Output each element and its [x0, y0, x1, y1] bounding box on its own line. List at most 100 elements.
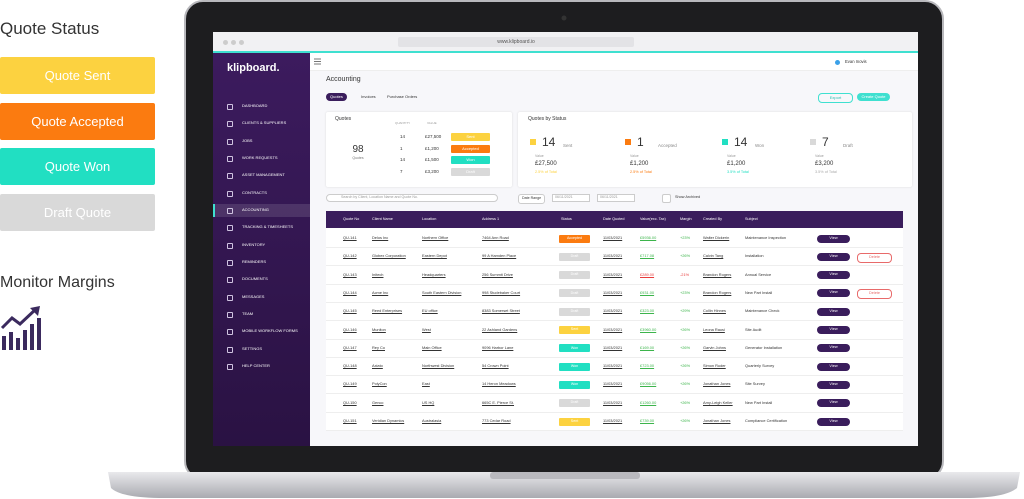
- row-divider: [326, 411, 903, 413]
- view-button[interactable]: View: [817, 362, 850, 371]
- address[interactable]: 665C E. Pierce St.: [482, 399, 515, 405]
- quote-no[interactable]: QU-148: [343, 363, 357, 369]
- location[interactable]: Northern Office: [422, 235, 449, 240]
- client-name[interactable]: Acme Inc: [372, 289, 389, 295]
- menu-item[interactable]: CLIENTS & SUPPLIERS: [242, 120, 287, 126]
- menu-item[interactable]: JOBS: [242, 137, 253, 143]
- status-value-label: Value: [815, 154, 824, 158]
- menu-item[interactable]: ASSET MANAGEMENT: [242, 172, 285, 178]
- menu-item[interactable]: DOCUMENTS: [242, 276, 268, 282]
- quote-no[interactable]: QU-146: [343, 326, 357, 332]
- url-bar[interactable]: www.klipboard.io: [398, 37, 634, 47]
- menu-toggle[interactable]: [314, 58, 322, 65]
- date-to[interactable]: 06/11/2021: [597, 194, 635, 202]
- quote-no[interactable]: QU-150: [343, 399, 357, 405]
- quote-no[interactable]: QU-142: [343, 253, 357, 259]
- menu-item[interactable]: MOBILE WORKFLOW FORMS: [242, 328, 298, 334]
- create-quote-button[interactable]: Create Quote: [857, 93, 890, 101]
- view-button[interactable]: View: [817, 344, 850, 353]
- location[interactable]: Main Office: [422, 344, 442, 350]
- quote-quantity: 7: [400, 168, 403, 174]
- menu-item[interactable]: INVENTORY: [242, 241, 266, 247]
- client-name[interactable]: Axiato: [372, 363, 383, 369]
- menu-item[interactable]: TRACKING & TIMESHEETS: [242, 224, 294, 230]
- location[interactable]: Australasia: [422, 418, 442, 423]
- view-button[interactable]: View: [817, 234, 850, 243]
- menu-item[interactable]: DASHBOARD: [242, 103, 268, 108]
- client-name[interactable]: Rey Co: [372, 344, 385, 350]
- address[interactable]: 256 Summit Drive: [482, 271, 513, 277]
- quote-no[interactable]: QU-151: [343, 418, 357, 423]
- view-button[interactable]: View: [817, 417, 850, 426]
- archive-checkbox[interactable]: [662, 194, 671, 203]
- menu-icon: [227, 311, 233, 318]
- menu-item[interactable]: CONTRACTS: [242, 189, 267, 195]
- value: £1260.00: [640, 399, 657, 405]
- tab[interactable]: Quotes: [326, 93, 347, 101]
- address[interactable]: 9096 Harbor Lane: [482, 344, 514, 350]
- quote-no[interactable]: QU-149: [343, 381, 357, 387]
- quote-no[interactable]: QU-141: [343, 235, 357, 240]
- menu-icon: [227, 121, 233, 128]
- date-from[interactable]: 06/11/2021: [552, 194, 590, 202]
- view-button[interactable]: View: [817, 271, 850, 280]
- delete-button[interactable]: Delete: [857, 252, 892, 263]
- menu-item[interactable]: MESSAGES: [242, 293, 265, 299]
- location[interactable]: West: [422, 326, 431, 332]
- client-name[interactable]: Veridian Dynamics: [372, 418, 405, 423]
- subject: Generator Installation: [745, 344, 783, 350]
- value: £717.08: [640, 253, 655, 259]
- row-divider: [326, 301, 903, 303]
- location[interactable]: Headquarters: [422, 271, 446, 277]
- status-badge: Accepted: [559, 234, 590, 243]
- view-button[interactable]: View: [817, 399, 850, 408]
- address[interactable]: 22 Ashland Gardens: [482, 326, 518, 332]
- search-box[interactable]: Search by Client, Location Name and Quot…: [326, 194, 498, 202]
- date-range-label: Date Range: [518, 194, 546, 204]
- view-button[interactable]: View: [817, 307, 850, 316]
- menu-item[interactable]: WORK REQUESTS: [242, 154, 278, 160]
- address[interactable]: 998 Studebaker Court: [482, 289, 521, 295]
- client-name[interactable]: Delos Inc: [372, 235, 389, 240]
- quote-no[interactable]: QU-147: [343, 344, 357, 350]
- view-button[interactable]: View: [817, 289, 850, 298]
- location[interactable]: US HQ: [422, 399, 435, 405]
- view-button[interactable]: View: [817, 252, 850, 261]
- menu-item[interactable]: REMINDERS: [242, 258, 267, 264]
- view-button[interactable]: View: [817, 326, 850, 334]
- address[interactable]: 8383 Somerset Street: [482, 308, 520, 314]
- client-name[interactable]: Initech: [372, 271, 384, 277]
- address[interactable]: 54 Crown Point: [482, 363, 509, 369]
- menu-item[interactable]: HELP CENTER: [242, 362, 270, 368]
- menu-item[interactable]: TEAM: [242, 310, 254, 316]
- quote-no[interactable]: QU-145: [343, 308, 357, 314]
- client-name[interactable]: Genco: [372, 399, 384, 405]
- quote-no[interactable]: QU-143: [343, 271, 357, 277]
- quote-no[interactable]: QU-144: [343, 289, 357, 295]
- window-dot: [239, 40, 244, 45]
- location[interactable]: South Eastern Division: [422, 289, 462, 295]
- location[interactable]: Eastern Depot: [422, 253, 447, 259]
- client-name[interactable]: PolyCon: [372, 381, 387, 387]
- tab[interactable]: Invoices: [361, 94, 376, 99]
- tab[interactable]: Purchase Orders: [387, 94, 418, 99]
- menu-item[interactable]: SETTINGS: [242, 345, 263, 351]
- export-button[interactable]: Export: [818, 93, 853, 103]
- address[interactable]: 99 A Hamden Place: [482, 253, 517, 259]
- location[interactable]: EU office: [422, 308, 438, 314]
- donut-total: 98: [352, 144, 364, 155]
- menu-item[interactable]: ACCOUNTING: [242, 206, 269, 212]
- address[interactable]: 7464 Ann Road: [482, 235, 509, 240]
- address[interactable]: 14 Heron Meadows: [482, 381, 516, 387]
- row-divider: [326, 247, 903, 248]
- location[interactable]: Northwest Division: [422, 363, 455, 369]
- browser-accent: [213, 51, 918, 53]
- view-button[interactable]: View: [817, 380, 850, 389]
- address[interactable]: 773 Cedar Road: [482, 418, 511, 423]
- client-name[interactable]: Reed Enterprises: [372, 308, 403, 314]
- value: £9056.00: [640, 381, 657, 387]
- delete-button[interactable]: Delete: [857, 289, 892, 300]
- client-name[interactable]: Globex Corporation: [372, 253, 406, 259]
- location[interactable]: East: [422, 381, 430, 387]
- client-name[interactable]: Muniton: [372, 326, 386, 332]
